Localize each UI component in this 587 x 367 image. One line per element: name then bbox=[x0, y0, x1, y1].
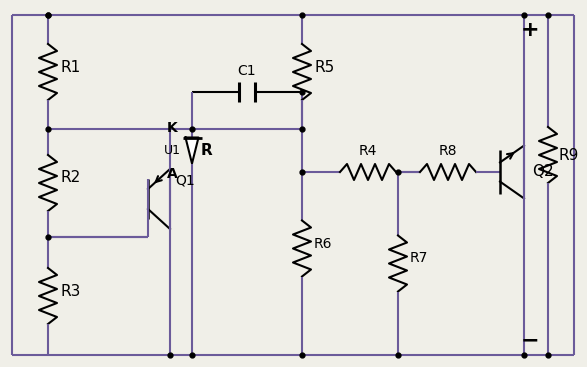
Text: Q1: Q1 bbox=[175, 174, 195, 188]
Text: R5: R5 bbox=[314, 59, 334, 75]
Text: R4: R4 bbox=[359, 144, 377, 158]
Text: R2: R2 bbox=[60, 171, 80, 185]
Text: R1: R1 bbox=[60, 59, 80, 75]
Text: +: + bbox=[521, 20, 539, 40]
Text: R6: R6 bbox=[314, 236, 332, 251]
Text: R: R bbox=[201, 143, 212, 158]
Text: A: A bbox=[167, 167, 177, 181]
Text: R3: R3 bbox=[60, 283, 80, 298]
Polygon shape bbox=[185, 138, 198, 164]
Text: C1: C1 bbox=[238, 64, 257, 78]
Text: R7: R7 bbox=[410, 251, 429, 265]
Text: K: K bbox=[167, 120, 177, 134]
Text: −: − bbox=[521, 330, 539, 350]
Text: R9: R9 bbox=[558, 148, 578, 163]
Text: Q2: Q2 bbox=[532, 164, 554, 179]
Text: U1: U1 bbox=[164, 144, 181, 157]
Text: R8: R8 bbox=[438, 144, 457, 158]
